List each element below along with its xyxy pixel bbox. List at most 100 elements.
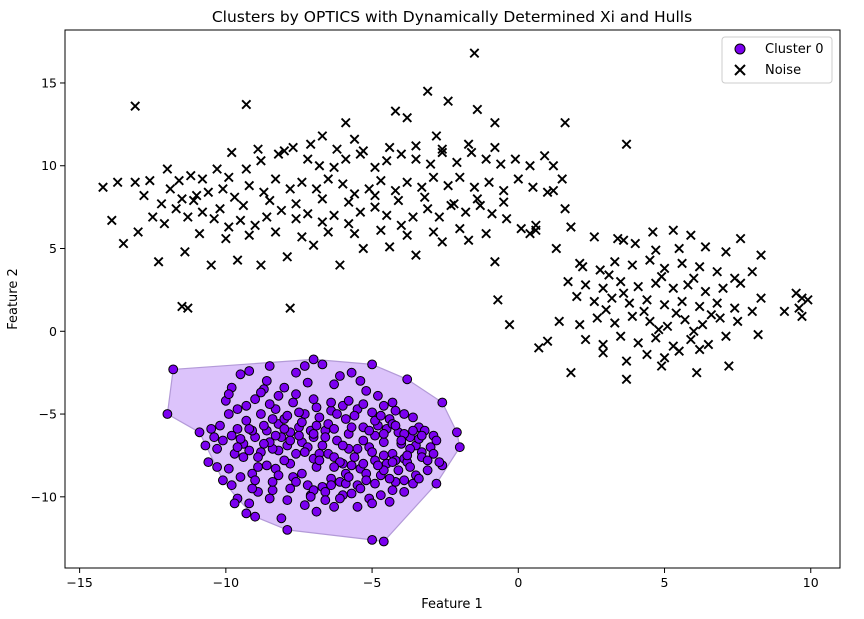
noise-point (431, 131, 442, 141)
cluster-0-point (390, 405, 401, 416)
noise-point (416, 182, 427, 193)
cluster-0-point (370, 478, 380, 489)
noise-point (706, 309, 717, 320)
noise-point (639, 306, 649, 317)
noise-point (528, 182, 538, 193)
noise-point (554, 316, 565, 327)
noise-point (197, 207, 208, 217)
cluster-0-point (270, 430, 281, 441)
cluster-0-point (203, 457, 214, 468)
plot-area (64, 29, 841, 569)
noise-point (723, 361, 734, 371)
cluster-0-point (244, 498, 255, 509)
noise-point (282, 251, 293, 262)
cluster-0-point (223, 389, 234, 400)
noise-point (452, 157, 462, 168)
noise-point (220, 233, 231, 244)
cluster-0-point (405, 462, 416, 472)
y-axis-label: Feature 2 (6, 268, 21, 330)
noise-point (653, 324, 664, 335)
noise-point (317, 193, 328, 204)
noise-point (542, 187, 553, 198)
noise-point (516, 223, 527, 234)
cluster-0-point (346, 460, 357, 471)
cluster-0-point (311, 420, 322, 431)
cluster-0-point (241, 415, 252, 426)
cluster-0-point (384, 496, 395, 507)
noise-point (384, 142, 395, 153)
cluster-0-point (285, 483, 296, 494)
cluster-0-point (250, 511, 261, 522)
noise-point (530, 225, 541, 236)
noise-point (475, 200, 486, 211)
noise-point (656, 361, 667, 371)
noise-point (270, 227, 281, 237)
noise-point (501, 213, 512, 224)
noise-point (490, 117, 500, 128)
noise-point (276, 205, 287, 216)
cluster-0-point (291, 389, 301, 400)
noise-point (495, 159, 506, 169)
noise-point (171, 203, 182, 214)
noise-point (177, 301, 187, 312)
cluster-0-point (367, 407, 378, 418)
cluster-0-point (232, 424, 243, 434)
cluster-0-point (387, 485, 398, 496)
noise-point (589, 296, 600, 307)
noise-point (560, 203, 570, 214)
noise-point (566, 222, 576, 232)
cluster-0-point (454, 442, 465, 453)
noise-point (712, 266, 723, 277)
noise-point (487, 208, 497, 219)
cluster-0-point (416, 430, 427, 441)
noise-point (226, 147, 237, 158)
noise-point (250, 220, 260, 231)
cluster-0-point (396, 435, 407, 446)
noise-point (647, 227, 658, 237)
legend-label-cluster-0: Cluster 0 (765, 42, 824, 57)
cluster-0-point (355, 376, 366, 386)
cluster-0-point (226, 480, 237, 491)
noise-point (607, 293, 617, 304)
noise-point (472, 193, 483, 204)
plot-background (65, 30, 840, 568)
cluster-0-point (355, 483, 366, 494)
noise-point (633, 281, 644, 292)
noise-point (408, 212, 418, 222)
cluster-0-point (267, 485, 278, 496)
noise-point (662, 321, 673, 332)
cluster-0-point (232, 404, 243, 415)
noise-point (323, 227, 334, 237)
noise-point (358, 145, 369, 156)
cluster-0-point (399, 409, 410, 419)
cluster-0-point (393, 465, 404, 476)
cluster-0-point (253, 452, 263, 463)
noise-point (106, 215, 117, 226)
noise-point (621, 139, 632, 150)
noise-point (548, 160, 559, 171)
noise-point (630, 238, 641, 249)
cluster-0-point (332, 409, 342, 419)
noise-point (566, 367, 576, 378)
noise-point (621, 356, 632, 366)
noise-point (215, 203, 225, 214)
cluster-0-point (452, 427, 462, 438)
cluster-0-point (387, 457, 398, 468)
noise-point (144, 175, 155, 186)
cluster-0-point (291, 448, 301, 459)
cluster-0-point (408, 425, 418, 436)
noise-point (580, 334, 591, 345)
cluster-0-point (317, 359, 328, 370)
noise-point (285, 303, 296, 313)
cluster-0-point (250, 475, 261, 486)
cluster-0-point (241, 400, 252, 411)
noise-point (779, 306, 790, 317)
noise-point (513, 174, 524, 184)
cluster-0-point (200, 440, 211, 451)
noise-point (188, 195, 199, 206)
noise-point (428, 227, 439, 237)
noise-point (694, 344, 705, 355)
noise-point (729, 303, 740, 313)
noise-point (700, 241, 711, 252)
cluster-0-point (414, 473, 424, 484)
